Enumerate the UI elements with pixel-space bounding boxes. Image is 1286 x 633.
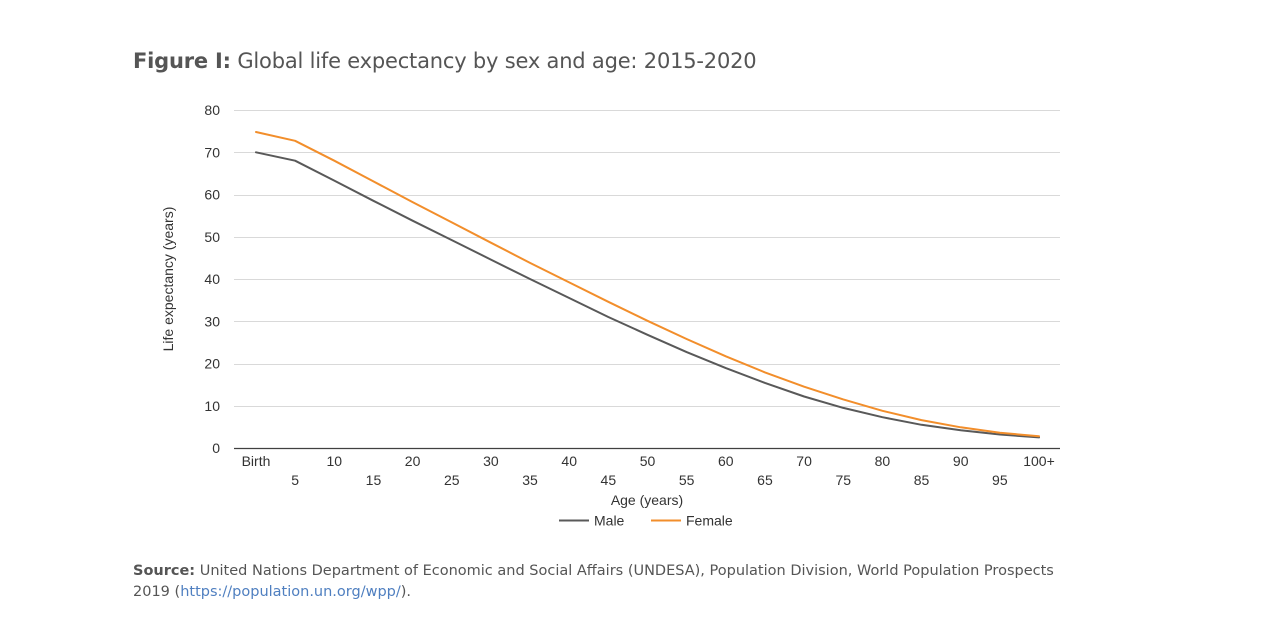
figure-title-text: Global life expectancy by sex and age: 2… <box>237 49 757 73</box>
source-note: Source: United Nations Department of Eco… <box>133 561 1073 603</box>
x-tick-label: 85 <box>914 472 930 488</box>
x-tick-label: 15 <box>366 472 382 488</box>
x-tick-label: 5 <box>291 472 299 488</box>
x-tick-label: 70 <box>796 453 812 469</box>
x-axis-ticks: Birth 5 10 15 20 25 30 35 40 45 50 55 60 65 70 75 80 85 90… <box>242 453 1055 488</box>
y-tick-label: 20 <box>204 356 220 372</box>
x-tick-label: Birth <box>242 453 271 469</box>
y-tick-label: 0 <box>212 440 220 456</box>
x-tick-label: 45 <box>601 472 617 488</box>
series-lines <box>255 131 1040 439</box>
x-tick-label: 40 <box>561 453 577 469</box>
y-axis-ticks: 0 10 20 30 40 50 60 70 80 <box>204 102 220 456</box>
source-link[interactable]: https://population.un.org/wpp/ <box>180 584 401 600</box>
legend: Male Female <box>559 513 733 529</box>
x-tick-label: 25 <box>444 472 460 488</box>
figure-label: Figure I: <box>133 49 231 73</box>
x-tick-label: 90 <box>953 453 969 469</box>
x-tick-label: 50 <box>640 453 656 469</box>
y-tick-label: 80 <box>204 102 220 118</box>
x-tick-label: 55 <box>679 472 695 488</box>
source-close: ). <box>400 584 412 600</box>
figure-title: Figure I: Global life expectancy by sex … <box>133 49 757 73</box>
x-tick-label: 35 <box>522 472 538 488</box>
y-tick-label: 30 <box>204 313 220 329</box>
source-label: Source: <box>133 563 196 579</box>
series-line-male <box>255 151 1040 439</box>
source-text: United Nations Department of Economic an… <box>133 563 1054 600</box>
x-tick-label: 75 <box>835 472 851 488</box>
y-axis-title: Life expectancy (years) <box>160 207 176 352</box>
x-tick-label: 20 <box>405 453 421 469</box>
legend-item-female: Female <box>651 513 733 529</box>
x-tick-label: 100+ <box>1023 453 1055 469</box>
x-tick-label: 95 <box>992 472 1008 488</box>
y-tick-label: 40 <box>204 271 220 287</box>
source-open-paren: ( <box>174 584 181 600</box>
legend-label: Female <box>686 513 733 529</box>
y-tick-label: 60 <box>204 187 220 203</box>
x-tick-label: 30 <box>483 453 499 469</box>
y-tick-label: 70 <box>204 144 220 160</box>
y-tick-label: 10 <box>204 398 220 414</box>
x-tick-label: 65 <box>757 472 773 488</box>
series-line-female <box>255 131 1040 438</box>
legend-item-male: Male <box>559 513 625 529</box>
x-axis-title: Age (years) <box>611 492 683 508</box>
legend-label: Male <box>594 513 625 529</box>
y-tick-label: 50 <box>204 229 220 245</box>
x-tick-label: 10 <box>327 453 343 469</box>
gridlines <box>234 110 1060 407</box>
x-tick-label: 80 <box>875 453 891 469</box>
x-tick-label: 60 <box>718 453 734 469</box>
